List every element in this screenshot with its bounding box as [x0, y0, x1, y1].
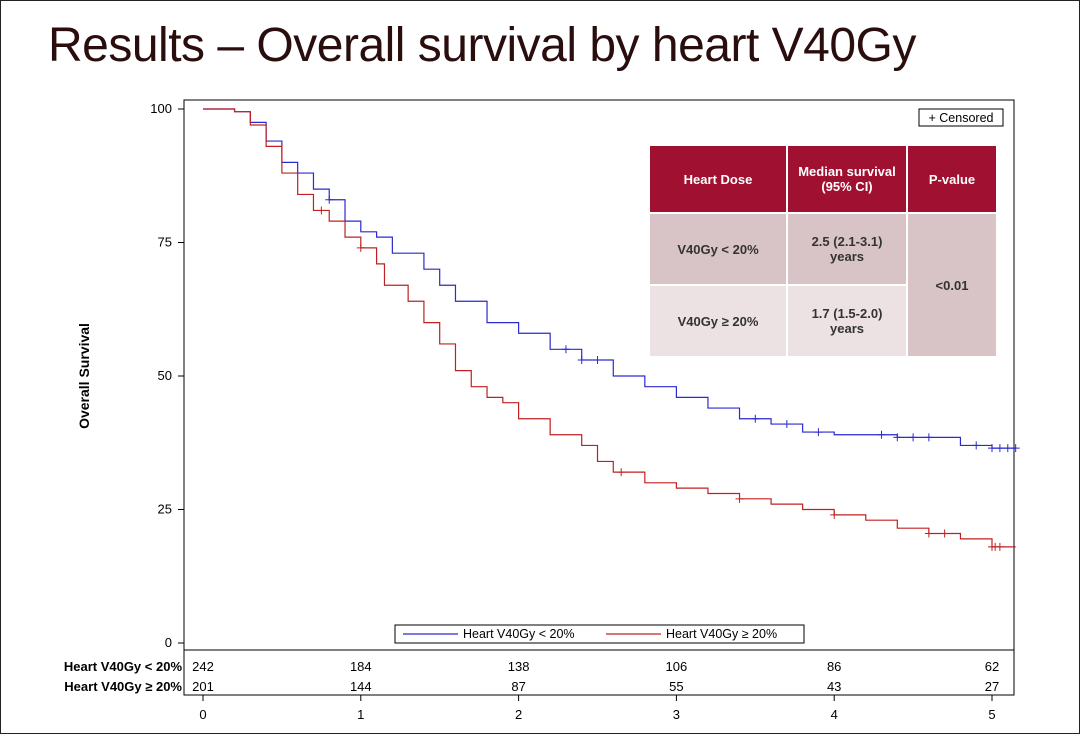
censor-mark-series-1 — [924, 433, 933, 442]
y-axis: 0 25 50 75 100 — [150, 101, 184, 650]
censor-mark-series-1 — [782, 420, 791, 429]
y-tick-label: 0 — [165, 635, 172, 650]
censor-mark-series-2 — [317, 206, 326, 215]
table-row: V40Gy ≥ 20% 1.7 (1.5-2.0) years — [650, 286, 996, 356]
censor-mark-series-1 — [1003, 444, 1012, 453]
censor-mark-series-1 — [972, 441, 981, 450]
legend-box — [394, 624, 805, 644]
censor-mark-series-2 — [356, 243, 365, 252]
x-tick-label: 2 — [515, 707, 522, 722]
censor-mark-series-1 — [995, 444, 1004, 453]
x-tick-label: 1 — [357, 707, 364, 722]
x-tick-label: 3 — [673, 707, 680, 722]
x-tick-label: 5 — [988, 707, 995, 722]
survival-curves — [203, 108, 1016, 548]
risk-value: 55 — [669, 679, 683, 694]
risk-row-label: Heart V40Gy ≥ 20% — [64, 679, 182, 694]
censor-mark-series-1 — [593, 355, 602, 364]
censor-mark-series-2 — [924, 529, 933, 538]
censor-mark-series-1 — [988, 444, 996, 453]
censor-mark-series-1 — [909, 433, 918, 442]
risk-value: 27 — [985, 679, 999, 694]
y-tick-label: 75 — [158, 235, 172, 250]
risk-row-label: Heart V40Gy < 20% — [64, 659, 183, 674]
row-2-median: 1.7 (1.5-2.0) years — [788, 286, 906, 356]
censor-mark-series-1 — [893, 433, 902, 442]
series-line-2 — [203, 108, 1016, 548]
risk-value: 138 — [508, 659, 530, 674]
risk-value: 86 — [827, 659, 841, 674]
censor-mark-series-1 — [577, 355, 586, 364]
median-survival-table: Heart Dose Median survival (95% CI) P-va… — [648, 144, 998, 358]
legend: Heart V40Gy < 20% Heart V40Gy ≥ 20% — [394, 624, 805, 644]
row-1-dose: V40Gy < 20% — [650, 214, 786, 284]
series-line-1 — [203, 108, 1016, 449]
x-tick-label: 0 — [199, 707, 206, 722]
risk-value: 144 — [350, 679, 372, 694]
censored-key-box — [918, 108, 1004, 127]
risk-value: 43 — [827, 679, 841, 694]
censor-mark-series-2 — [735, 494, 744, 503]
y-tick-label: 50 — [158, 368, 172, 383]
number-at-risk-table: Heart V40Gy < 20% 242 184 138 106 86 62 Heart V… — [64, 659, 999, 694]
risk-value: 106 — [666, 659, 688, 674]
censor-mark-series-1 — [877, 430, 886, 439]
censor-mark-series-2 — [830, 510, 839, 519]
censored-key-label: + Censored — [929, 111, 994, 125]
censor-mark-series-1 — [561, 345, 570, 354]
censor-mark-series-2 — [940, 529, 949, 538]
table-row: V40Gy < 20% 2.5 (2.1-3.1) years <0.01 — [650, 214, 996, 356]
censor-mark-series-2 — [617, 468, 626, 477]
table-header-row: Heart Dose Median survival (95% CI) P-va… — [650, 146, 996, 212]
risk-value: 87 — [511, 679, 525, 694]
x-tick-label: 4 — [831, 707, 838, 722]
risk-table-frame — [183, 649, 1015, 696]
x-axis: 0 1 2 3 4 5 — [199, 695, 996, 722]
censor-marks — [317, 195, 1020, 551]
censor-mark-series-1 — [751, 414, 760, 423]
header-heart-dose: Heart Dose — [650, 146, 786, 212]
row-1-median: 2.5 (2.1-3.1) years — [788, 214, 906, 284]
slide-title: Results – Overall survival by heart V40G… — [48, 19, 916, 72]
header-p-value: P-value — [908, 146, 996, 212]
risk-value: 184 — [350, 659, 372, 674]
p-value-cell: <0.01 — [908, 214, 996, 356]
row-2-dose: V40Gy ≥ 20% — [650, 286, 786, 356]
risk-value: 201 — [192, 679, 214, 694]
risk-value: 62 — [985, 659, 999, 674]
y-tick-label: 25 — [158, 502, 172, 517]
censor-mark-series-1 — [1011, 444, 1020, 453]
censor-mark-series-1 — [814, 428, 823, 437]
risk-value: 242 — [192, 659, 214, 674]
y-axis-label: Overall Survival — [76, 323, 92, 429]
censor-mark-series-1 — [325, 195, 334, 204]
header-median-survival: Median survival (95% CI) — [788, 146, 906, 212]
y-tick-label: 100 — [150, 101, 172, 116]
legend-label-series-1: Heart V40Gy < 20% — [463, 627, 575, 641]
censor-mark-series-2 — [995, 542, 1004, 551]
legend-label-series-2: Heart V40Gy ≥ 20% — [666, 627, 777, 641]
